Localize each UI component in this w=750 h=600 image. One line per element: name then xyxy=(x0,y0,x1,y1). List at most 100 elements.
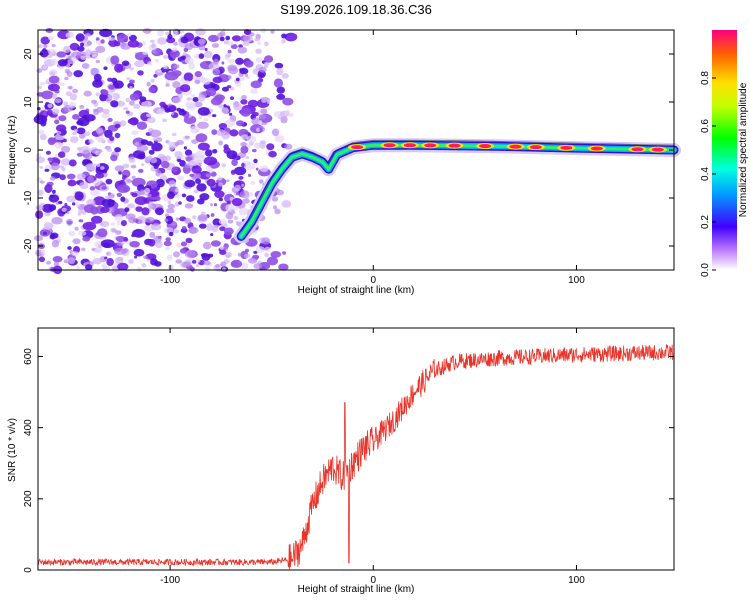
noise-blob xyxy=(148,86,156,93)
noise-blob xyxy=(240,145,249,154)
y-tick-label: 10 xyxy=(23,96,34,108)
noise-blob xyxy=(231,205,239,211)
noise-blob xyxy=(95,172,105,179)
noise-blob xyxy=(185,237,193,244)
noise-blob xyxy=(151,142,163,152)
noise-blob xyxy=(59,174,66,181)
noise-blob xyxy=(129,67,135,71)
noise-blob xyxy=(64,68,70,74)
noise-blob xyxy=(244,253,251,259)
noise-blob xyxy=(201,211,206,215)
noise-blob xyxy=(51,162,60,171)
noise-blob xyxy=(51,217,63,225)
noise-blob xyxy=(257,41,262,46)
noise-blob xyxy=(223,144,229,150)
noise-blob xyxy=(146,118,152,124)
noise-blob xyxy=(205,173,212,178)
noise-blob xyxy=(48,35,54,41)
noise-blob xyxy=(213,63,219,70)
noise-blob xyxy=(132,228,146,238)
noise-blob xyxy=(270,251,282,258)
noise-blob xyxy=(105,195,111,200)
noise-blob xyxy=(56,130,62,135)
noise-blob xyxy=(212,68,221,76)
hotspot-core xyxy=(509,144,522,149)
noise-blob xyxy=(175,259,183,264)
noise-blob xyxy=(142,28,152,34)
noise-blob xyxy=(48,194,60,203)
noise-blob xyxy=(67,179,77,187)
y-tick-label: 0 xyxy=(23,567,34,573)
noise-blob xyxy=(104,129,113,138)
noise-blob xyxy=(83,90,92,97)
noise-blob xyxy=(86,40,92,46)
noise-blob xyxy=(276,67,284,76)
noise-blob xyxy=(180,36,189,44)
noise-blob xyxy=(154,207,164,216)
noise-blob xyxy=(227,219,234,224)
noise-blob xyxy=(154,261,162,267)
noise-blob xyxy=(89,186,96,191)
noise-blob xyxy=(128,156,136,163)
noise-blob xyxy=(171,166,178,173)
noise-blob xyxy=(174,151,183,158)
noise-blob xyxy=(37,189,44,196)
noise-blob xyxy=(168,264,174,271)
noise-blob xyxy=(141,100,152,108)
noise-blob xyxy=(198,115,202,120)
noise-blob xyxy=(141,163,145,166)
noise-blob xyxy=(82,236,91,242)
hotspot-core xyxy=(383,143,396,148)
noise-blob xyxy=(100,206,110,213)
noise-blob xyxy=(51,93,58,100)
noise-blob xyxy=(180,55,186,61)
noise-blob xyxy=(237,46,248,54)
signal-track xyxy=(234,138,681,244)
noise-blob xyxy=(197,198,205,205)
noise-blob xyxy=(253,263,263,270)
noise-blob xyxy=(206,223,213,232)
noise-blob xyxy=(205,87,217,97)
noise-blob xyxy=(129,240,140,248)
noise-blob xyxy=(177,175,185,181)
noise-blob xyxy=(261,237,271,245)
noise-blob xyxy=(104,256,108,260)
noise-blob xyxy=(85,264,93,271)
noise-blob xyxy=(192,97,199,102)
noise-blob xyxy=(210,233,214,237)
noise-blob xyxy=(138,111,142,115)
noise-blob xyxy=(167,191,175,200)
noise-blob xyxy=(117,33,129,44)
noise-blob xyxy=(174,188,179,193)
noise-blob xyxy=(259,262,271,270)
noise-blob xyxy=(87,175,94,183)
noise-blob xyxy=(116,220,121,226)
noise-blob xyxy=(165,31,170,36)
noise-blob xyxy=(144,187,151,194)
noise-blob xyxy=(55,124,67,132)
noise-blob xyxy=(56,51,67,58)
noise-blob xyxy=(276,93,286,100)
noise-blob xyxy=(253,250,258,254)
noise-blob xyxy=(79,133,86,139)
noise-blob xyxy=(264,246,271,252)
noise-blob xyxy=(44,212,51,217)
noise-blob xyxy=(155,240,163,249)
noise-blob xyxy=(38,256,46,263)
noise-blob xyxy=(205,165,212,171)
noise-blob xyxy=(90,215,103,224)
noise-blob xyxy=(37,44,43,49)
noise-blob xyxy=(110,222,115,226)
noise-blob xyxy=(227,49,232,54)
noise-blob xyxy=(268,150,277,158)
noise-scatter xyxy=(33,28,298,275)
noise-blob xyxy=(258,66,267,73)
noise-blob xyxy=(214,190,225,199)
noise-blob xyxy=(149,204,154,208)
noise-blob xyxy=(120,220,127,227)
noise-blob xyxy=(39,180,45,184)
noise-blob xyxy=(229,96,235,100)
noise-blob xyxy=(151,223,162,231)
noise-blob xyxy=(188,159,199,166)
